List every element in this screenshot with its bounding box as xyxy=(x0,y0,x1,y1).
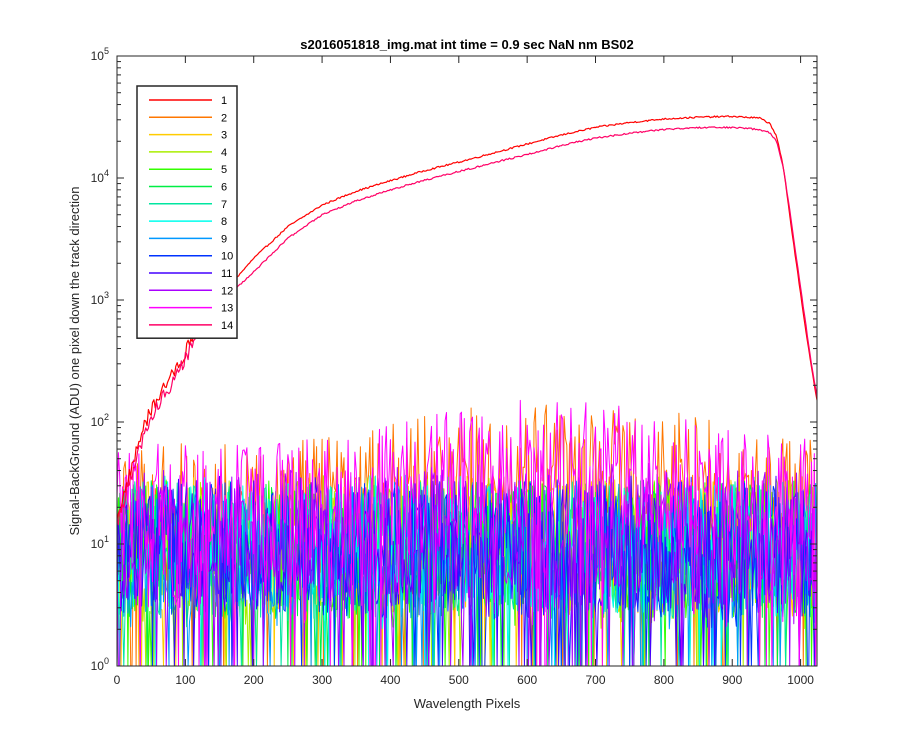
legend-label-11: 11 xyxy=(221,268,232,280)
legend-label-14: 14 xyxy=(221,320,233,332)
y-tick-label: 100 xyxy=(91,656,109,673)
x-axis: 0 100 200 300 400 500 600 700 800 900 1000 xyxy=(114,56,814,687)
legend-label-9: 9 xyxy=(221,233,227,245)
y-tick-label: 103 xyxy=(91,290,109,307)
y-tick-label: 101 xyxy=(91,534,109,551)
x-tick-label: 100 xyxy=(175,673,195,687)
legend-label-3: 3 xyxy=(221,130,227,142)
x-axis-label: Wavelength Pixels xyxy=(414,696,521,711)
x-tick-label: 400 xyxy=(380,673,400,687)
legend-label-2: 2 xyxy=(221,112,227,124)
x-tick-label: 1000 xyxy=(787,673,814,687)
x-tick-label: 800 xyxy=(654,673,674,687)
x-tick-label: 900 xyxy=(722,673,742,687)
legend-label-12: 12 xyxy=(221,285,233,297)
x-tick-label: 300 xyxy=(312,673,332,687)
legend-label-4: 4 xyxy=(221,147,227,159)
y-tick-label: 102 xyxy=(91,412,109,429)
series-13-line xyxy=(117,399,817,666)
x-tick-label: 600 xyxy=(517,673,537,687)
axes-box xyxy=(116,55,818,667)
y-axis-label: Signal-BackGround (ADU) one pixel down t… xyxy=(67,186,82,535)
x-tick-label: 200 xyxy=(244,673,264,687)
x-tick-label: 0 xyxy=(114,673,121,687)
legend-label-10: 10 xyxy=(221,251,233,263)
legend-label-1: 1 xyxy=(221,95,227,107)
legend-label-13: 13 xyxy=(221,303,233,315)
legend-label-7: 7 xyxy=(221,199,227,211)
legend-label-8: 8 xyxy=(221,216,227,228)
y-tick-label: 104 xyxy=(91,168,109,185)
y-tick-label: 105 xyxy=(91,46,109,63)
legend-label-6: 6 xyxy=(221,182,227,194)
legend-box xyxy=(136,85,238,339)
x-tick-label: 700 xyxy=(586,673,606,687)
x-tick-label: 500 xyxy=(449,673,469,687)
chart-title: s2016051818_img.mat int time = 0.9 sec N… xyxy=(300,37,634,52)
legend-label-5: 5 xyxy=(221,164,227,176)
